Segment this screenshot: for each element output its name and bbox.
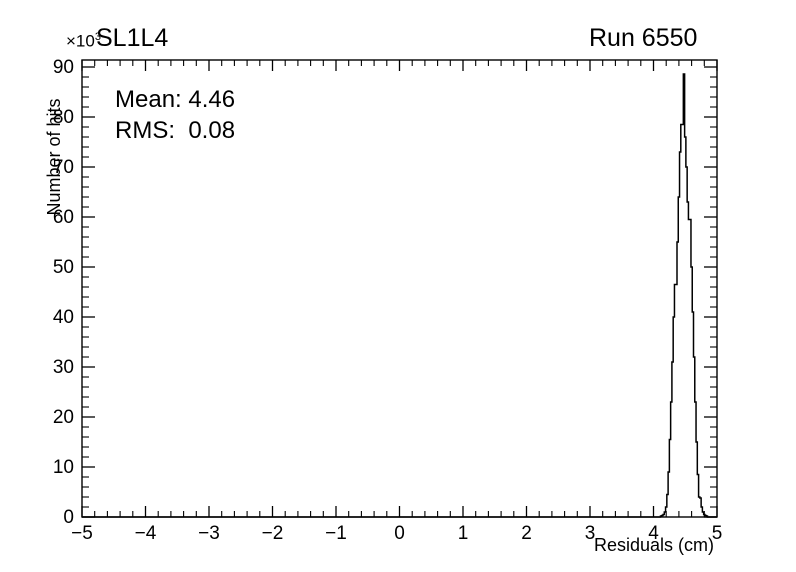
y-tick-label: 50 [52, 257, 74, 278]
x-tick-label: −3 [198, 523, 220, 544]
x-tick-label: −4 [134, 523, 157, 544]
x-axis-title: Residuals (cm) [594, 535, 715, 555]
x-tick-label: −1 [325, 523, 347, 544]
y-axis-exponent: ×103 [66, 31, 101, 51]
x-tick-label: 5 [711, 523, 723, 544]
statistics-box: Mean: 4.46 RMS: 0.08 [115, 84, 235, 146]
stats-mean: Mean: 4.46 [115, 86, 236, 113]
y-tick-label: 30 [52, 357, 74, 378]
x-tick-label: 0 [394, 523, 405, 544]
x-tick-label: 2 [521, 523, 532, 544]
stats-rms: RMS: 0.08 [115, 117, 236, 144]
x-tick-label: −5 [71, 523, 93, 544]
run-label: Run 6550 [589, 24, 698, 52]
plot-layer [81, 59, 718, 518]
x-tick-label: 4 [648, 523, 659, 544]
y-tick-label: 40 [52, 307, 74, 328]
x-tick-label: −2 [261, 523, 284, 544]
y-tick-label: 70 [52, 157, 74, 178]
y-tick-label: 10 [52, 457, 74, 478]
y-tick-label: 90 [52, 57, 74, 78]
y-tick-label: 80 [52, 107, 74, 128]
x-tick-label: 1 [457, 523, 469, 544]
y-tick-label: 0 [63, 507, 74, 528]
x-tick-label: 3 [584, 523, 596, 544]
y-tick-label: 20 [52, 407, 74, 428]
histogram-title: SL1L4 [96, 24, 169, 52]
histogram-outline [82, 73, 717, 518]
y-tick-label: 60 [52, 207, 74, 228]
